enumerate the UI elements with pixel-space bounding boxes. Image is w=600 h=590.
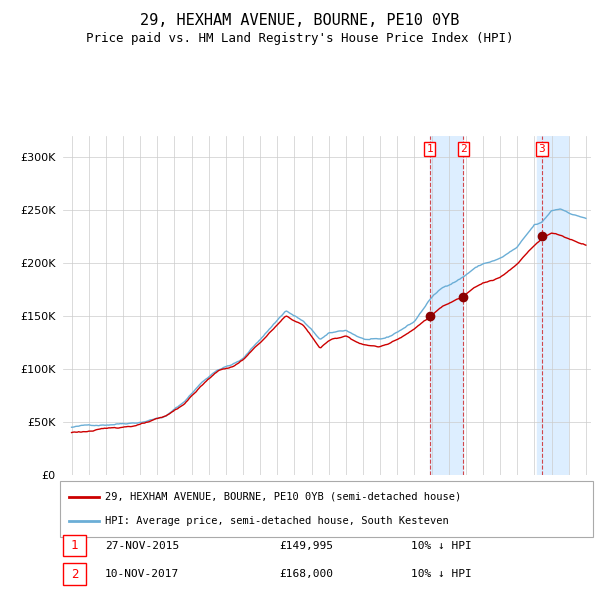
Text: £149,995: £149,995 [279,541,333,550]
Text: 1: 1 [71,539,78,552]
Text: 10% ↓ HPI: 10% ↓ HPI [411,541,472,550]
Text: £168,000: £168,000 [279,569,333,579]
Text: 29, HEXHAM AVENUE, BOURNE, PE10 0YB: 29, HEXHAM AVENUE, BOURNE, PE10 0YB [140,13,460,28]
Text: 10% ↓ HPI: 10% ↓ HPI [411,569,472,579]
Bar [537,136,568,475]
Text: Price paid vs. HM Land Registry's House Price Index (HPI): Price paid vs. HM Land Registry's House … [86,32,514,45]
Text: 1: 1 [427,144,433,154]
Text: HPI: Average price, semi-detached house, South Kesteven: HPI: Average price, semi-detached house,… [105,516,449,526]
Bar [430,136,463,475]
Text: 3: 3 [539,144,545,154]
Text: 29, HEXHAM AVENUE, BOURNE, PE10 0YB (semi-detached house): 29, HEXHAM AVENUE, BOURNE, PE10 0YB (sem… [105,491,461,502]
Text: 10-NOV-2017: 10-NOV-2017 [105,569,179,579]
Text: 2: 2 [460,144,467,154]
Text: 2: 2 [71,568,78,581]
Text: 27-NOV-2015: 27-NOV-2015 [105,541,179,550]
